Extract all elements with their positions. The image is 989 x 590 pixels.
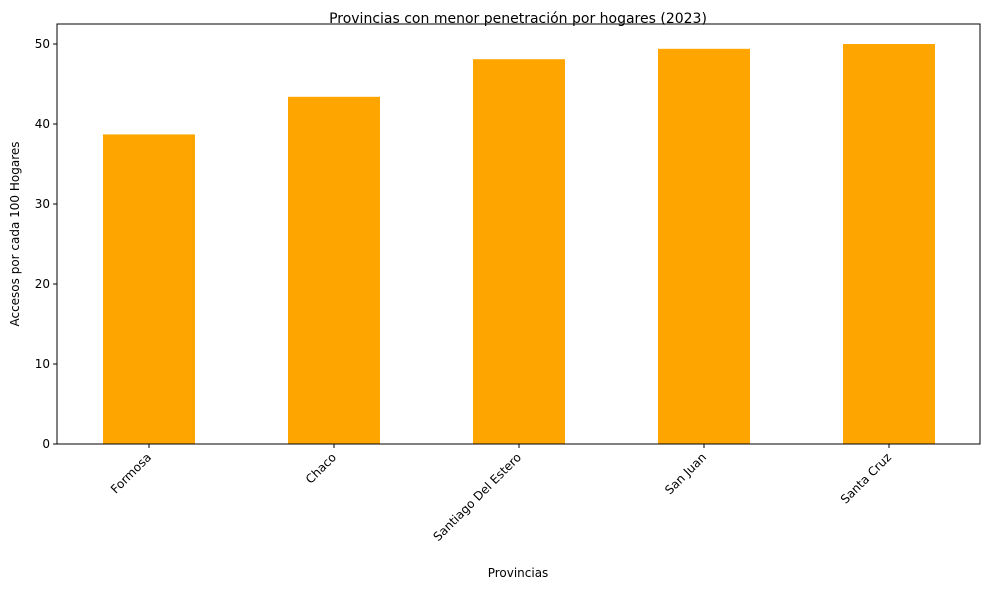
y-tick-label: 0 [42, 437, 50, 451]
bar-chaco [288, 96, 380, 445]
x-axis-title: Provincias [488, 566, 549, 580]
y-tick-label: 30 [35, 197, 50, 211]
y-tick-label: 40 [35, 117, 50, 131]
plot-frame [56, 23, 981, 445]
bar-santa-cruz [843, 44, 935, 444]
bar-san-juan [658, 48, 750, 445]
y-tick-label: 10 [35, 357, 50, 371]
bar-santiago-del-estero [473, 59, 565, 444]
y-axis-title: Accesos por cada 100 Hogares [8, 141, 22, 326]
y-tick-label: 20 [35, 277, 50, 291]
y-axis: 0 10 20 30 40 50 [35, 37, 57, 451]
y-tick-label: 50 [35, 37, 50, 51]
bar-formosa [103, 134, 195, 444]
bars-group [103, 44, 935, 445]
chart-title: Provincias con menor penetración por hog… [329, 11, 707, 27]
